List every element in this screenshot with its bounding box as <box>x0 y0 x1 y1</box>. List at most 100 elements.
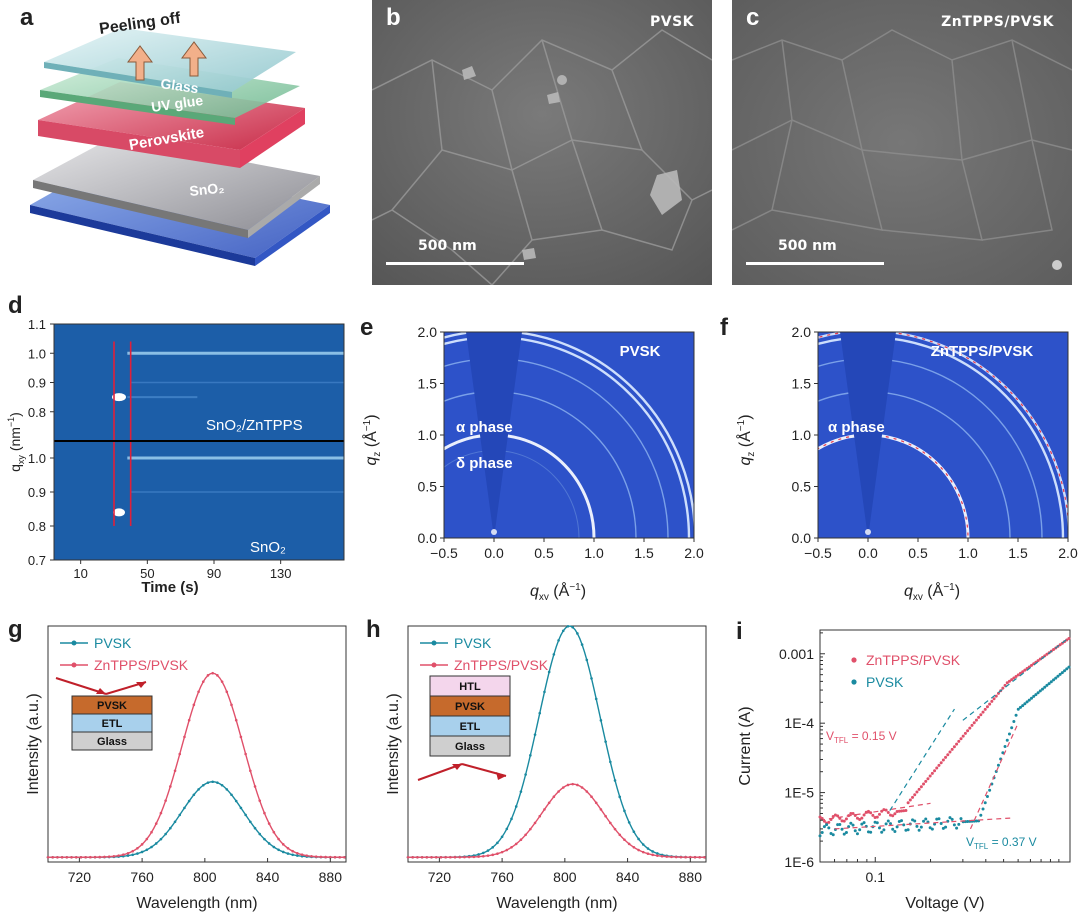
data-point <box>1027 698 1031 702</box>
x-tick-label: 880 <box>319 869 343 885</box>
data-point <box>439 855 443 859</box>
data-point <box>855 832 859 836</box>
chart-i: ZnTPPS/PVSK PVSK VTFL = 0.15 V VTFL = 0.3… <box>737 629 1071 912</box>
data-point <box>1043 685 1047 689</box>
data-point <box>201 783 205 787</box>
data-point <box>935 817 939 821</box>
data-point <box>944 755 948 759</box>
data-point <box>281 850 285 854</box>
x-tick-label: 2.0 <box>684 545 704 561</box>
data-point <box>234 718 238 722</box>
data-point <box>1014 674 1018 678</box>
data-point <box>594 697 598 701</box>
x-tick-label: 1.0 <box>584 545 604 561</box>
data-point <box>895 809 899 813</box>
fit-line <box>962 639 1067 721</box>
layer-label-uvglue: UV glue <box>150 92 204 115</box>
data-point <box>140 843 144 846</box>
data-point <box>869 811 873 815</box>
tag: ZnTPPS/PVSK <box>931 343 1034 360</box>
data-point <box>985 705 989 709</box>
data-point <box>310 854 313 858</box>
data-point <box>211 780 214 784</box>
data-point <box>216 781 219 784</box>
data-point <box>281 843 285 846</box>
data-point <box>230 793 233 797</box>
data-point <box>561 786 565 789</box>
data-point <box>900 809 904 813</box>
data-point <box>623 838 626 842</box>
plot-frame <box>819 629 1071 863</box>
legend-label: PVSK <box>94 635 132 651</box>
inset-stack: HTL PVSK ETL Glass <box>417 675 511 781</box>
data-point <box>618 833 622 837</box>
data-point <box>253 785 257 788</box>
data-point <box>847 825 851 829</box>
data-point <box>230 703 233 707</box>
data-point <box>604 740 607 743</box>
data-point <box>481 851 485 855</box>
data-point <box>140 850 144 854</box>
data-point <box>225 788 229 791</box>
x-tick-label: 0.0 <box>858 545 878 561</box>
y-axis-title: qz (Å−1) <box>361 414 383 465</box>
x-axis-title: qxy (Å−1) <box>904 581 960 600</box>
x-tick-label: 760 <box>490 869 514 885</box>
data-point <box>126 851 130 855</box>
tag: PVSK <box>620 343 661 360</box>
x-tick-label: 2.0 <box>1058 545 1078 561</box>
data-point <box>888 822 892 826</box>
data-point <box>296 854 299 857</box>
panel-label-f: f <box>720 314 728 341</box>
data-point <box>1034 693 1038 697</box>
data-point <box>201 680 205 683</box>
data-point <box>500 850 504 854</box>
data-point <box>1010 726 1014 730</box>
data-point <box>871 813 875 817</box>
data-point <box>154 822 158 825</box>
data-point <box>491 853 494 857</box>
data-point <box>977 715 981 719</box>
data-point <box>566 625 570 628</box>
data-point <box>913 793 917 797</box>
y-tick-label: 1.0 <box>28 346 46 361</box>
data-point <box>974 718 978 722</box>
data-point <box>510 817 513 821</box>
data-point <box>825 823 829 827</box>
y-tick-label: 0.5 <box>792 479 812 495</box>
data-point <box>906 801 910 805</box>
layer-label-glass: Glass <box>160 75 200 96</box>
y-tick-label: 0.001 <box>779 646 814 662</box>
data-point <box>580 786 584 789</box>
data-point <box>458 855 462 859</box>
data-point <box>882 828 886 832</box>
data-point <box>173 769 177 773</box>
data-point <box>627 842 631 846</box>
x-tick-label: −0.5 <box>804 545 832 561</box>
panel-label-e: e <box>360 314 374 341</box>
data-point <box>862 821 866 825</box>
x-tick-label: 840 <box>256 869 280 885</box>
legend-label: ZnTPPS/PVSK <box>94 657 189 673</box>
panel-label-c: c <box>746 4 760 31</box>
data-point <box>891 827 895 831</box>
y-tick-label: 1.5 <box>418 376 438 392</box>
panel-label-g: g <box>8 616 23 643</box>
data-point <box>1029 696 1033 700</box>
data-point <box>955 742 959 746</box>
data-point <box>1029 663 1033 667</box>
data-point <box>576 783 579 787</box>
data-point <box>959 817 963 821</box>
data-point <box>566 783 570 787</box>
data-point <box>220 680 224 683</box>
vtfl-red-label: VTFL = 0.15 V <box>826 729 897 745</box>
data-point <box>822 819 826 823</box>
data-point <box>136 846 139 850</box>
data-point <box>957 739 961 743</box>
data-point <box>1063 669 1067 673</box>
layer-label-sno2: SnO₂ <box>189 179 225 199</box>
data-point <box>60 855 64 859</box>
panel-label-a: a <box>20 4 34 31</box>
data-point <box>948 816 952 820</box>
data-point <box>988 702 992 706</box>
